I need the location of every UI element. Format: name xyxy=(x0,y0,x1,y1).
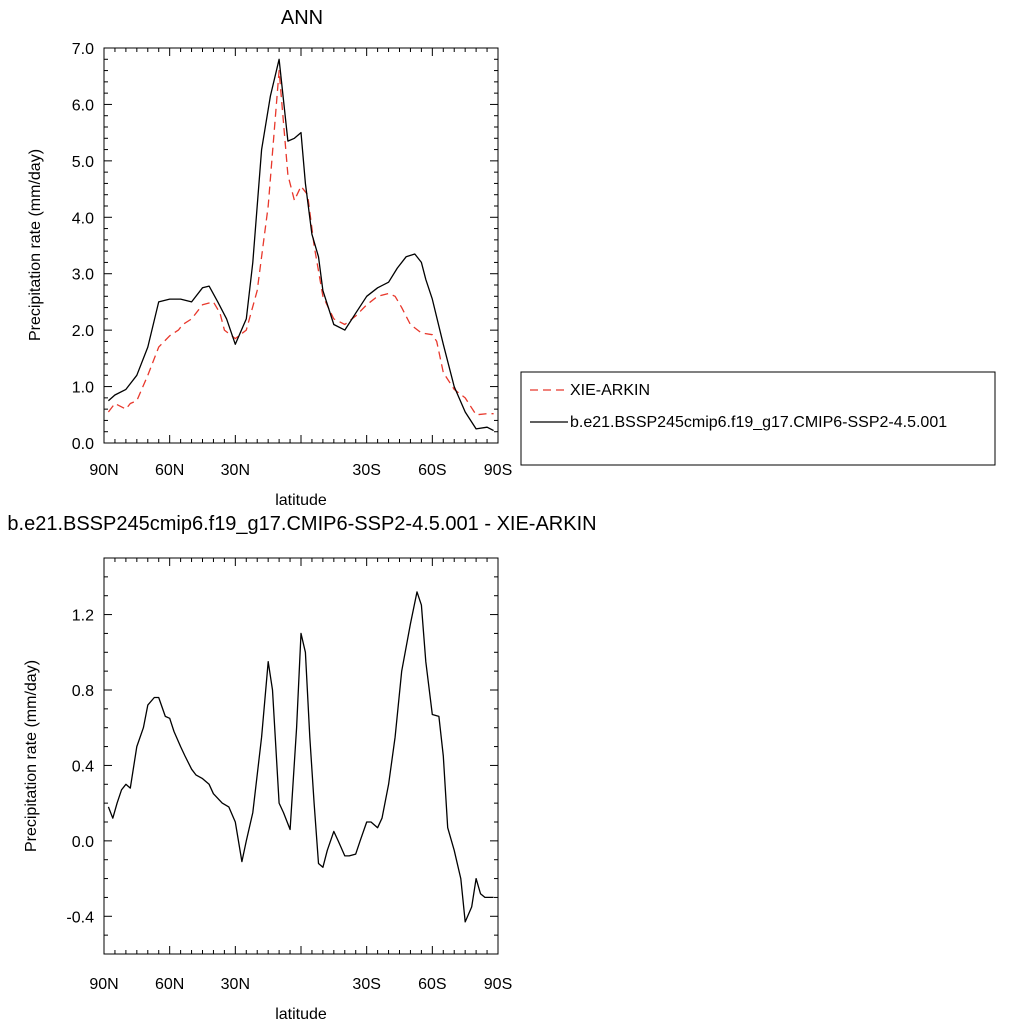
chart2-title: b.e21.BSSP245cmip6.f19_g17.CMIP6-SSP2-4.… xyxy=(7,513,596,535)
x-tick-label: 30N xyxy=(221,976,250,993)
series-line-model xyxy=(107,58,494,432)
x-tick-label: 90N xyxy=(89,976,118,993)
x-tick-label: 90S xyxy=(484,462,512,479)
chart2-y-label: Precipitation rate (mm/day) xyxy=(23,660,40,852)
x-tick-label: 30S xyxy=(352,976,380,993)
chart1-plot-frame xyxy=(103,47,499,444)
y-tick-label: 3.0 xyxy=(72,267,94,284)
legend-box xyxy=(520,371,996,466)
y-tick-label: 4.0 xyxy=(72,210,94,227)
x-tick-label: 30S xyxy=(352,462,380,479)
chart-difference-precip: b.e21.BSSP245cmip6.f19_g17.CMIP6-SSP2-4.… xyxy=(7,513,596,1023)
chart1-y-label: Precipitation rate (mm/day) xyxy=(27,149,44,341)
chart1-x-label: latitude xyxy=(275,492,327,509)
legend-label-xie-arkin: XIE-ARKIN xyxy=(570,382,650,399)
x-tick-label: 60S xyxy=(418,976,446,993)
chart2-plot-frame xyxy=(103,557,499,955)
x-tick-label: 90S xyxy=(484,976,512,993)
chart-annual-precip: ANN 90N 60N 30N 30S 60S 90S 0.0 1.0 2.0 3.0 4.0 5.0… xyxy=(27,7,512,509)
x-tick-label: 60N xyxy=(155,976,184,993)
x-tick-label: 60S xyxy=(418,462,446,479)
x-tick-label: 90N xyxy=(89,462,118,479)
y-tick-label: 1.2 xyxy=(72,608,94,625)
y-tick-label: 7.0 xyxy=(72,41,94,58)
y-tick-label: 0.0 xyxy=(72,834,94,851)
x-tick-label: 30N xyxy=(221,462,250,479)
chart2-x-label: latitude xyxy=(275,1006,327,1023)
y-tick-label: 0.0 xyxy=(72,436,94,453)
y-tick-label: -0.4 xyxy=(66,909,94,926)
y-tick-label: 0.4 xyxy=(72,758,94,775)
y-tick-label: 2.0 xyxy=(72,323,94,340)
legend-label-model: b.e21.BSSP245cmip6.f19_g17.CMIP6-SSP2-4.… xyxy=(570,414,947,431)
chart1-title: ANN xyxy=(281,7,323,29)
chart1-legend: XIE-ARKIN b.e21.BSSP245cmip6.f19_g17.CMI… xyxy=(520,371,996,466)
y-tick-label: 0.8 xyxy=(72,683,94,700)
y-tick-label: 5.0 xyxy=(72,154,94,171)
y-tick-label: 6.0 xyxy=(72,97,94,114)
y-tick-label: 1.0 xyxy=(72,380,94,397)
series-line-model xyxy=(107,591,494,923)
series-line-xie-arkin xyxy=(107,69,494,416)
x-tick-label: 60N xyxy=(155,462,184,479)
